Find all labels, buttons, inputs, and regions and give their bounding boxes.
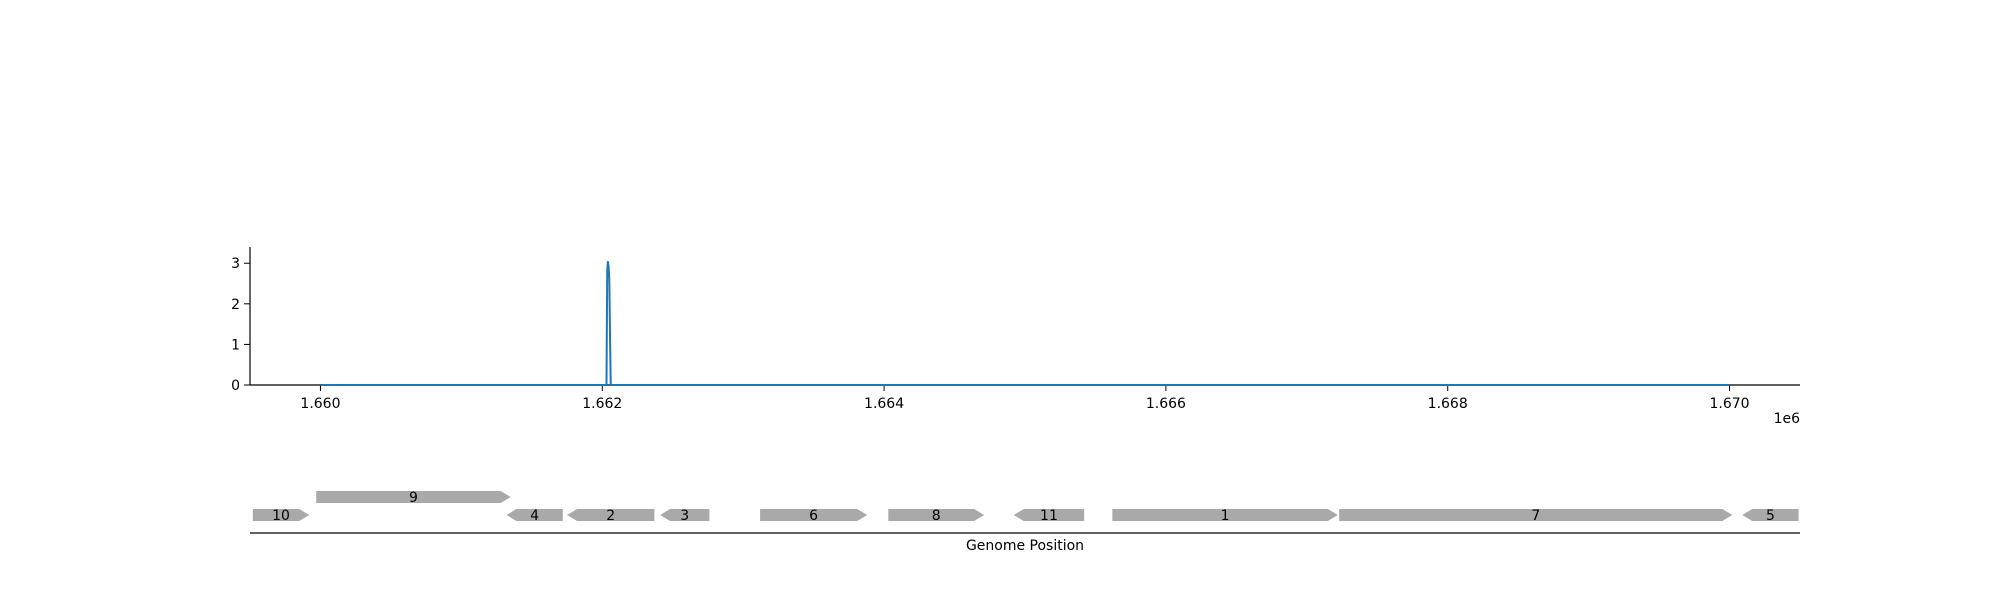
x-tick-label: 1.662 (582, 396, 622, 412)
gene-label: 2 (606, 508, 615, 524)
gene-arrow (1742, 509, 1799, 521)
y-ticks: 0 1 2 3 (231, 256, 250, 394)
gene-label: 3 (680, 508, 689, 524)
y-tick-label: 1 (231, 337, 240, 353)
x-tick-label: 1.670 (1709, 396, 1749, 412)
y-tick-label: 2 (231, 297, 240, 313)
gene-label: 8 (932, 508, 941, 524)
gene-label: 5 (1766, 508, 1775, 524)
coverage-plot: 0 1 2 3 1.660 1.662 1.664 1.666 1.668 1.670 1e6 (231, 247, 1800, 427)
gene-label: 4 (530, 508, 539, 524)
gene-arrow (567, 509, 655, 521)
gene-arrow (316, 491, 511, 503)
gene-arrow (660, 509, 710, 521)
gene-label: 9 (409, 490, 418, 506)
gene-label: 10 (272, 508, 290, 524)
x-tick-label: 1.664 (864, 396, 904, 412)
gene-arrow (1013, 509, 1085, 521)
gene-arrow (888, 509, 985, 521)
x-ticks: 1.660 1.662 1.664 1.666 1.668 1.670 (300, 385, 1750, 412)
gene-arrow (252, 509, 310, 521)
series-layer (320, 261, 1730, 386)
gene-label: 7 (1531, 508, 1540, 524)
gene-label: 1 (1221, 508, 1230, 524)
gene-arrow (1112, 509, 1338, 521)
gene-arrow (506, 509, 563, 521)
y-tick-label: 0 (231, 378, 240, 394)
x-tick-label: 1.666 (1146, 396, 1186, 412)
y-tick-label: 3 (231, 256, 240, 272)
coverage-series-line (320, 261, 1730, 386)
x-offset-label: 1e6 (1774, 411, 1801, 427)
gene-label: 6 (809, 508, 818, 524)
x-tick-label: 1.660 (300, 396, 340, 412)
x-tick-label: 1.668 (1428, 396, 1468, 412)
gene-arrow (760, 509, 868, 521)
x-axis-label: Genome Position (966, 538, 1084, 554)
gene-arrow (1339, 509, 1733, 521)
gene-label: 11 (1040, 508, 1058, 524)
